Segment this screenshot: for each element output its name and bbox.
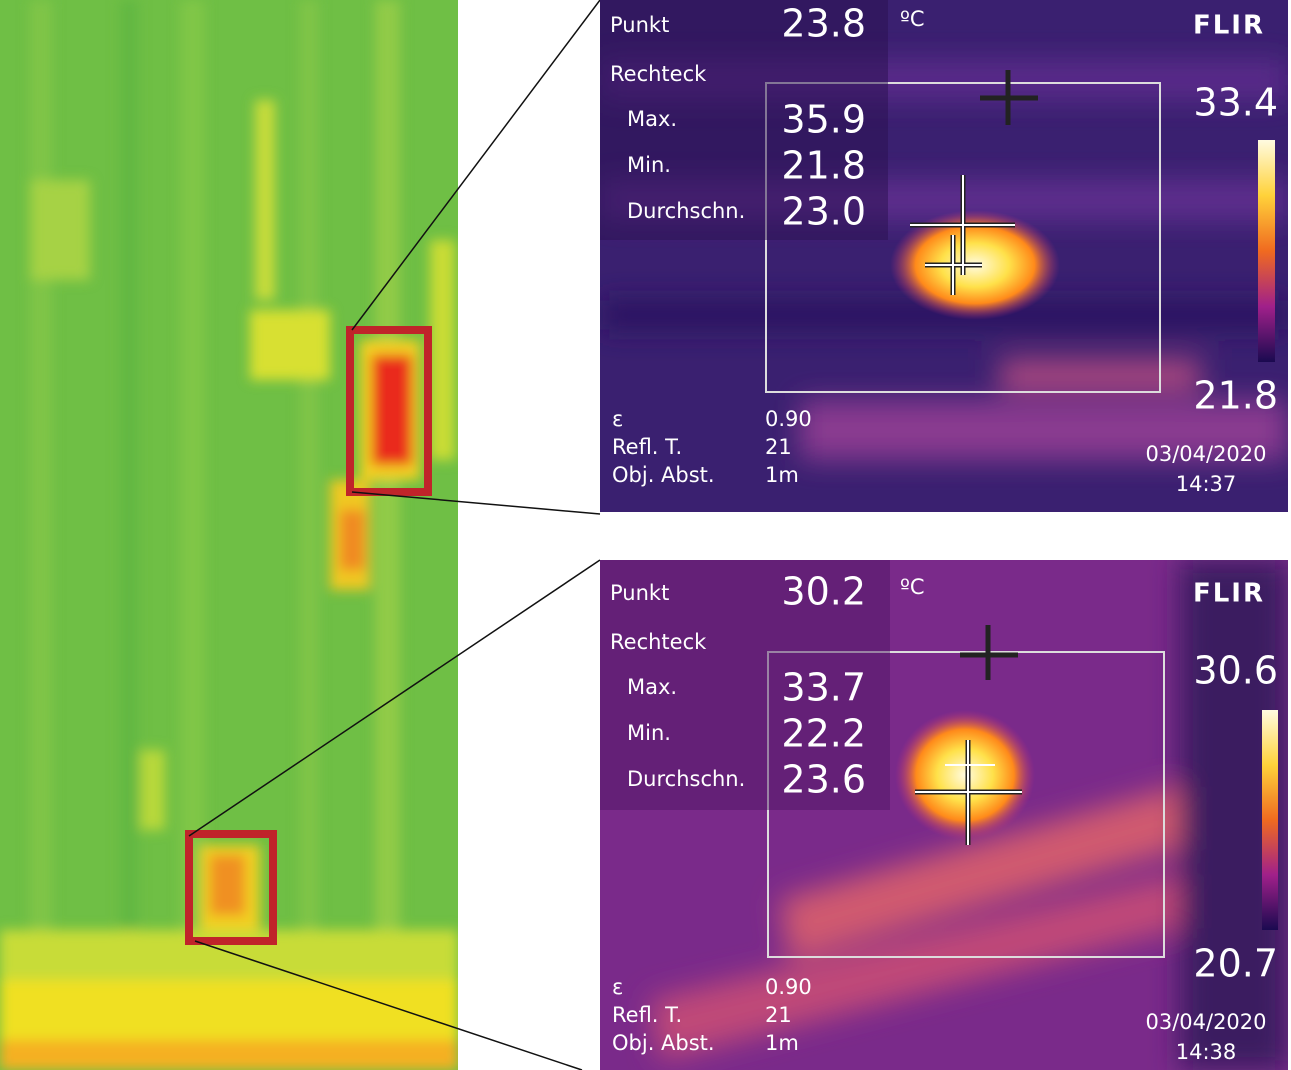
point-value: 30.2 [781, 570, 866, 614]
scale-max: 33.4 [1193, 81, 1278, 125]
thermal-image [600, 0, 1288, 512]
param-label: ε [612, 975, 623, 999]
stat-label: Max. [627, 107, 677, 131]
stat-label: Max. [627, 675, 677, 699]
param-label: Obj. Abst. [612, 1031, 715, 1055]
stat-label: Durchschn. [627, 199, 745, 223]
unit: ºC [900, 7, 925, 31]
param-label: Refl. T. [612, 435, 682, 459]
stat-value: 21.8 [781, 144, 866, 188]
stat-value: 22.2 [781, 712, 866, 756]
unit: ºC [900, 575, 925, 599]
param-value: 0.90 [765, 975, 812, 999]
param-label: Obj. Abst. [612, 463, 715, 487]
param-value: 21 [765, 1003, 792, 1027]
stat-value: 23.6 [781, 758, 866, 802]
rect-label: Rechteck [610, 630, 707, 654]
thermal-image [600, 560, 1288, 1070]
stat-value: 23.0 [781, 190, 866, 234]
stat-label: Durchschn. [627, 767, 745, 791]
heat-map [0, 0, 458, 1070]
scale-max: 30.6 [1193, 649, 1278, 693]
param-value: 1m [765, 463, 799, 487]
highlight-box [346, 326, 432, 496]
param-label: Refl. T. [612, 1003, 682, 1027]
overlays: Punkt 23.8 ºC FLIR Rechteck Max. 35.9 Min. 21.8 D… [610, 2, 1278, 1065]
point-label: Punkt [610, 581, 669, 605]
stat-label: Min. [627, 153, 671, 177]
brand: FLIR [1193, 579, 1265, 609]
scale-min: 21.8 [1193, 374, 1278, 418]
point-label: Punkt [610, 13, 669, 37]
stat-value: 35.9 [781, 98, 866, 142]
param-value: 0.90 [765, 407, 812, 431]
scale-min: 20.7 [1193, 942, 1278, 986]
stat-value: 33.7 [781, 666, 866, 710]
time: 14:38 [1176, 1040, 1237, 1064]
connectors [188, 0, 601, 1070]
param-value: 21 [765, 435, 792, 459]
brand: FLIR [1193, 11, 1265, 41]
param-value: 1m [765, 1031, 799, 1055]
date: 03/04/2020 [1145, 442, 1266, 466]
date: 03/04/2020 [1145, 1010, 1266, 1034]
time: 14:37 [1176, 472, 1237, 496]
point-value: 23.8 [781, 2, 866, 46]
highlight-box [185, 830, 277, 945]
param-label: ε [612, 407, 623, 431]
stat-label: Min. [627, 721, 671, 745]
rect-label: Rechteck [610, 62, 707, 86]
